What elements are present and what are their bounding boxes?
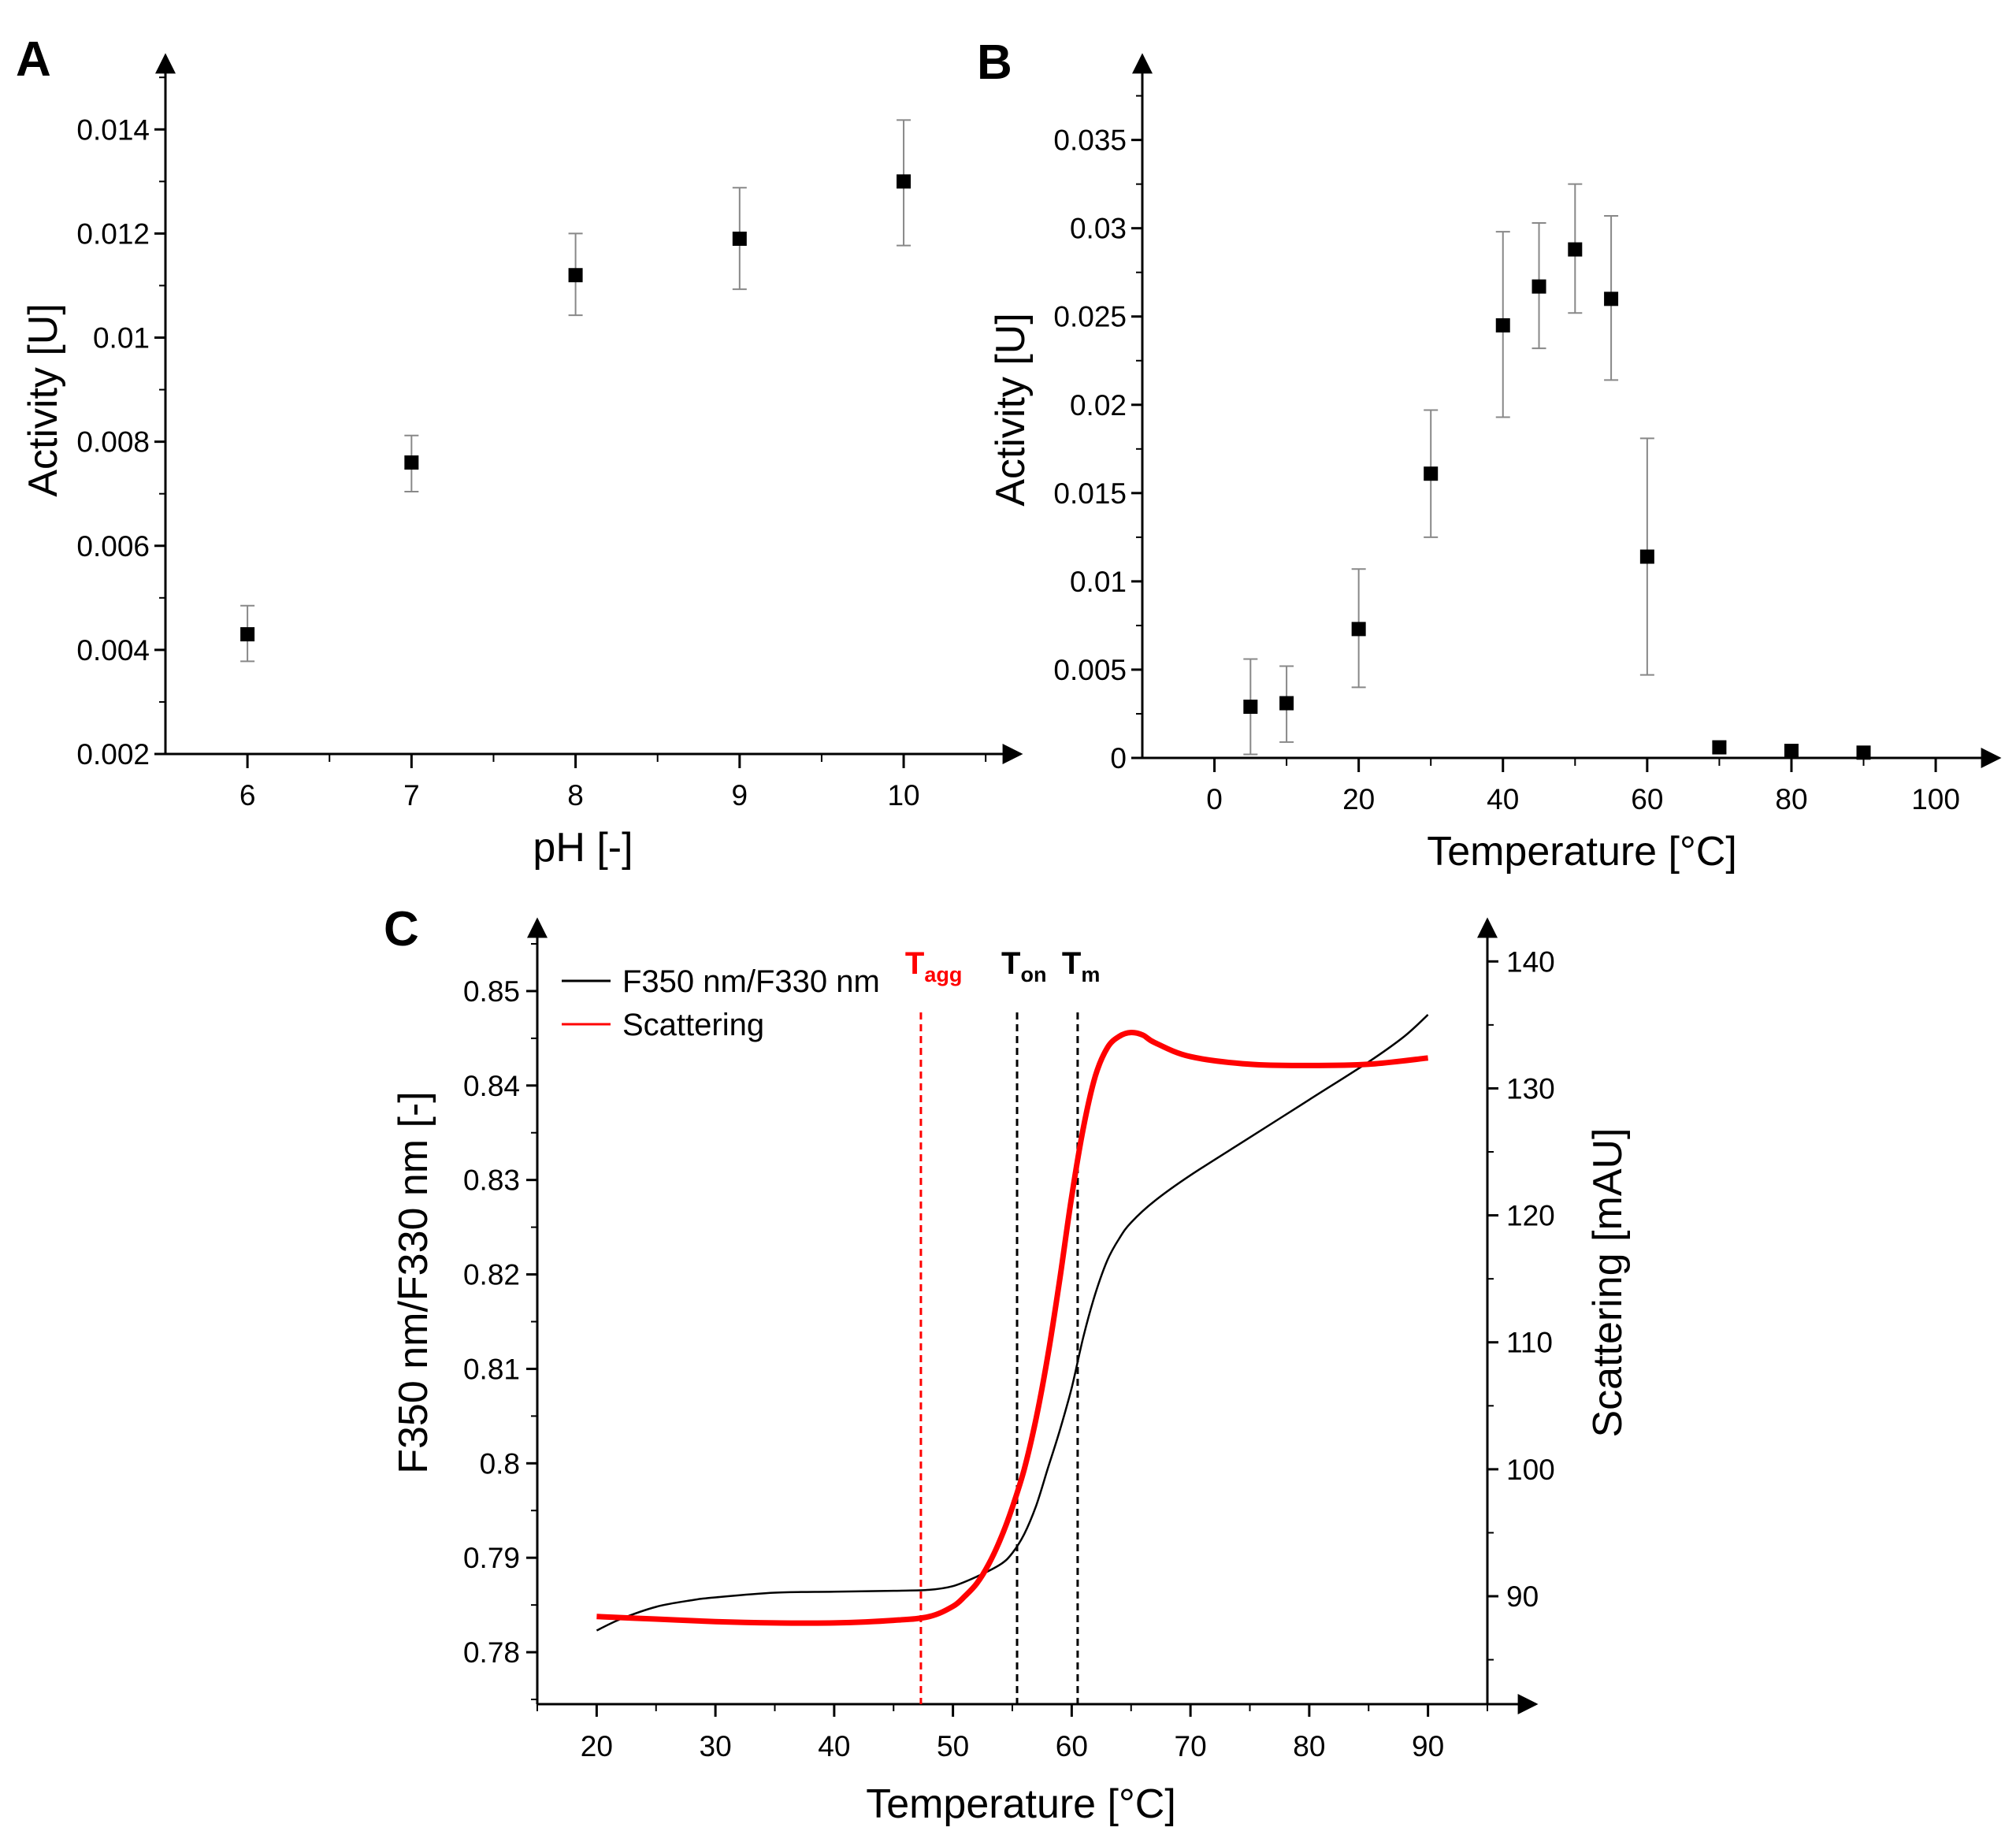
panel-c-right-y-axis-title: Scattering [mAU]: [1585, 1127, 1631, 1437]
panel-a-y-tick-label: 0.014: [76, 113, 150, 146]
panel-a-y-tick-label: 0.008: [76, 426, 150, 459]
panel-c-y-tick-label: 0.82: [463, 1259, 520, 1291]
panel-b-y-tick-label: 0.02: [1070, 389, 1127, 422]
panel-b-y-tick-label: 0.015: [1053, 477, 1127, 510]
panel-a-data-point: [732, 232, 747, 246]
panel-b-y-tick-label: 0.025: [1053, 301, 1127, 333]
panel-a-y-tick-label: 0.004: [76, 634, 150, 667]
panel-a-y-tick-label: 0.006: [76, 530, 150, 563]
panel-b-data-point: [1531, 279, 1546, 294]
panel-c-x-tick-label: 20: [581, 1730, 613, 1762]
panel-c-y-tick-label: 0.84: [463, 1070, 520, 1102]
panel-letter-c: C: [384, 902, 419, 956]
panel-a-x-tick-label: 7: [403, 779, 420, 812]
panel-b-y-tick-label: 0.035: [1053, 124, 1127, 157]
panel-c-x-tick-label: 50: [937, 1730, 969, 1762]
panel-b-data-point: [1424, 466, 1439, 481]
panel-a-x-tick-label: 10: [887, 779, 919, 812]
marker-label-t_agg: Tagg: [905, 946, 962, 986]
panel-b-x-tick-label: 40: [1487, 783, 1519, 815]
panel-a: A 6 7 8 9 10 0.002 0.004 0.006 0.008 0.01 0.012 0.0…: [16, 32, 1023, 871]
panel-c-y2-tick-label: 140: [1506, 945, 1555, 978]
panel-b-x-tick-label: 100: [1911, 783, 1960, 815]
panel-c-y-tick-label: 0.78: [463, 1636, 520, 1669]
panel-c-x-tick-label: 90: [1412, 1730, 1444, 1762]
panel-a-x-tick-label: 8: [567, 779, 584, 812]
panel-a-data-points: [240, 174, 911, 642]
panel-a-data-point: [240, 627, 255, 642]
panel-a-y-axis-title: Activity [U]: [20, 303, 66, 497]
panel-c-y-tick-label: 0.79: [463, 1542, 520, 1574]
panel-c-y2-tick-label: 110: [1506, 1327, 1553, 1359]
legend-label-scattering: Scattering: [622, 1008, 764, 1042]
panel-c-x-tick-label: 80: [1293, 1730, 1325, 1762]
panel-a-y-tick-label: 0.01: [93, 322, 150, 355]
panel-b-x-tick-label: 0: [1206, 783, 1223, 815]
panel-c-y-tick-label: 0.83: [463, 1164, 520, 1197]
panel-b-data-point: [1856, 745, 1871, 760]
panel-b-y-axis-title: Activity [U]: [988, 313, 1034, 507]
panel-a-error-bars: [240, 119, 911, 663]
panel-c-x-axis-title: Temperature [°C]: [866, 1781, 1176, 1827]
panel-b-ticks: 0 20 40 60 80 100 0 0.005 0.01 0.015 0.02 0.025 0.03…: [1053, 95, 1960, 815]
panel-a-data-point: [568, 268, 583, 283]
ratio-series-line: [596, 1013, 1429, 1632]
panel-b-data-point: [1351, 622, 1366, 637]
panel-b-x-tick-label: 80: [1775, 783, 1807, 815]
panel-b-data-point: [1243, 700, 1258, 715]
panel-a-data-point: [897, 174, 911, 189]
panel-b-data-point: [1568, 242, 1583, 257]
panel-c-y2-tick-label: 120: [1506, 1200, 1555, 1232]
panel-b-y-tick-label: 0: [1110, 742, 1127, 774]
panel-b-data-point: [1712, 740, 1727, 755]
scattering-series-line: [596, 1029, 1428, 1626]
panel-c-x-tick-label: 70: [1175, 1730, 1207, 1762]
panel-a-ticks: 6 7 8 9 10 0.002 0.004 0.006 0.008 0.01 0.012 0.014: [76, 76, 987, 812]
marker-label-t_m: Tm: [1062, 946, 1100, 986]
panel-c-left-y-axis-title: F350 nm/F330 nm [-]: [391, 1091, 436, 1474]
panel-b-error-bars: [1243, 183, 1871, 756]
panel-b-data-point: [1604, 292, 1619, 306]
panel-b-data-point: [1784, 744, 1799, 759]
panel-b-y-tick-label: 0.03: [1070, 213, 1127, 245]
panel-b-x-tick-label: 20: [1342, 783, 1375, 815]
panel-a-x-tick-label: 6: [239, 779, 256, 812]
panel-a-x-tick-label: 9: [732, 779, 748, 812]
panel-b-x-axis-title: Temperature [°C]: [1427, 829, 1737, 875]
panel-b-x-tick-label: 60: [1631, 783, 1663, 815]
panel-c-y-tick-label: 0.8: [480, 1447, 520, 1480]
panel-c-legend: F350 nm/F330 nm Scattering: [562, 964, 880, 1042]
panel-c-y-tick-label: 0.81: [463, 1353, 520, 1385]
panel-b-data-point: [1495, 318, 1510, 332]
panel-c-y2-tick-label: 130: [1506, 1072, 1555, 1105]
panel-c-series: [596, 1013, 1429, 1632]
panel-a-y-tick-label: 0.002: [76, 738, 150, 771]
panel-a-y-tick-label: 0.012: [76, 217, 150, 250]
panel-a-data-point: [404, 455, 419, 470]
panel-b-data-point: [1639, 549, 1654, 564]
panel-c-x-tick-label: 40: [818, 1730, 850, 1762]
legend-label-ratio: F350 nm/F330 nm: [622, 964, 880, 999]
panel-c: C 20 30 40 50 60 70 80 90 0.78 0.79 0.8 0.81 0.82 0.8…: [384, 902, 1631, 1827]
panel-c-x-tick-label: 30: [700, 1730, 732, 1762]
panel-b: B 0 20 40 60 80 100 0 0.005 0.01 0.015 0.02 0.025 0.…: [977, 35, 2002, 875]
panel-c-temperature-markers: Tagg Ton Tm: [905, 946, 1100, 1704]
panel-letter-b: B: [977, 35, 1012, 90]
panel-letter-a: A: [16, 32, 51, 87]
panel-c-y2-tick-label: 90: [1506, 1580, 1539, 1613]
panel-a-x-axis-title: pH [-]: [533, 825, 633, 871]
panel-b-y-tick-label: 0.01: [1070, 566, 1127, 598]
panel-b-y-tick-label: 0.005: [1053, 654, 1127, 686]
panel-b-data-point: [1279, 696, 1294, 711]
marker-label-t_on: Ton: [1001, 946, 1046, 986]
panel-b-data-points: [1243, 242, 1871, 760]
panel-c-y2-tick-label: 100: [1506, 1454, 1555, 1486]
panel-c-y-tick-label: 0.85: [463, 975, 520, 1008]
panel-c-ticks: 20 30 40 50 60 70 80 90 0.78 0.79 0.8 0.81 0.82 0.83 0…: [463, 942, 1555, 1762]
panel-c-x-tick-label: 60: [1056, 1730, 1088, 1762]
